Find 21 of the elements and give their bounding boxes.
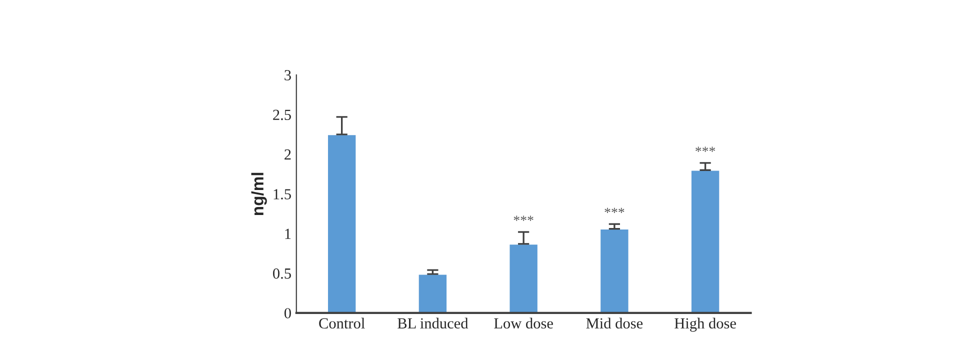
bar: [326, 134, 358, 313]
annotation: ***: [604, 208, 624, 213]
x-tick-label: High dose: [674, 318, 736, 332]
x-tick-label: Control: [319, 318, 365, 329]
y-tick-label: 1.5: [274, 189, 291, 200]
y-tick-label: 0: [284, 308, 291, 318]
x-tick-label: Low dose: [494, 318, 553, 329]
annotation: ***: [514, 216, 534, 221]
bar: [690, 169, 721, 313]
x-tick-label: BL induced: [398, 318, 468, 329]
bar: [417, 273, 448, 313]
bar: [508, 243, 539, 313]
annotation: ***: [696, 146, 716, 152]
y-tick-label: 1: [285, 228, 291, 239]
y-tick-label: 0.5: [273, 268, 291, 279]
y-tick-label: 3: [284, 70, 291, 80]
y-axis-title: ng/ml: [251, 172, 267, 216]
y-tick-label: 2.5: [273, 110, 291, 120]
bar: [599, 228, 630, 313]
y-tick-label: 2: [284, 149, 291, 160]
x-tick-label: Mid dose: [586, 318, 643, 329]
